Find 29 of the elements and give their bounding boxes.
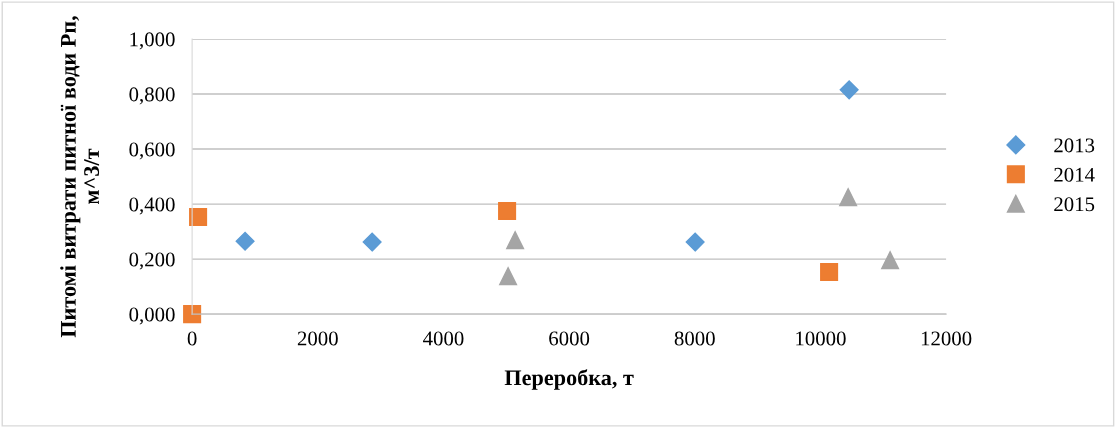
x-tick-label: 8000 — [674, 331, 715, 346]
x-tick-label: 10000 — [796, 331, 846, 346]
point — [839, 80, 859, 100]
y-tick-label: 0,200 — [129, 252, 175, 270]
y-tick-label: 0,400 — [129, 197, 175, 215]
point — [362, 232, 382, 252]
x-tick-label: 4000 — [423, 331, 464, 346]
y-tick-label: 0,800 — [129, 87, 175, 105]
legend-label: 2013 — [1054, 138, 1095, 153]
legend-label: 2015 — [1054, 197, 1095, 212]
x-tick-label: 12000 — [921, 331, 972, 346]
x-tick-label: 6000 — [549, 331, 590, 346]
point — [183, 305, 202, 324]
point — [839, 188, 858, 207]
legend-label: 2014 — [1054, 167, 1095, 182]
y-tick-label: 0,600 — [129, 142, 175, 160]
x-tick-label: 0 — [187, 331, 197, 346]
x-axis-title: Переробка, т — [504, 369, 634, 390]
y-axis-title: Питомі витрати питної води Рп, м^3/т — [60, 16, 100, 338]
point — [499, 267, 518, 286]
point — [685, 232, 705, 252]
point — [881, 251, 900, 270]
x-tick-label: 2000 — [297, 331, 338, 346]
point — [820, 263, 839, 282]
y-tick-label: 0,000 — [129, 307, 175, 325]
point — [506, 231, 525, 250]
point — [235, 231, 255, 251]
point — [498, 201, 517, 220]
y-tick-label: 1,000 — [130, 32, 175, 50]
